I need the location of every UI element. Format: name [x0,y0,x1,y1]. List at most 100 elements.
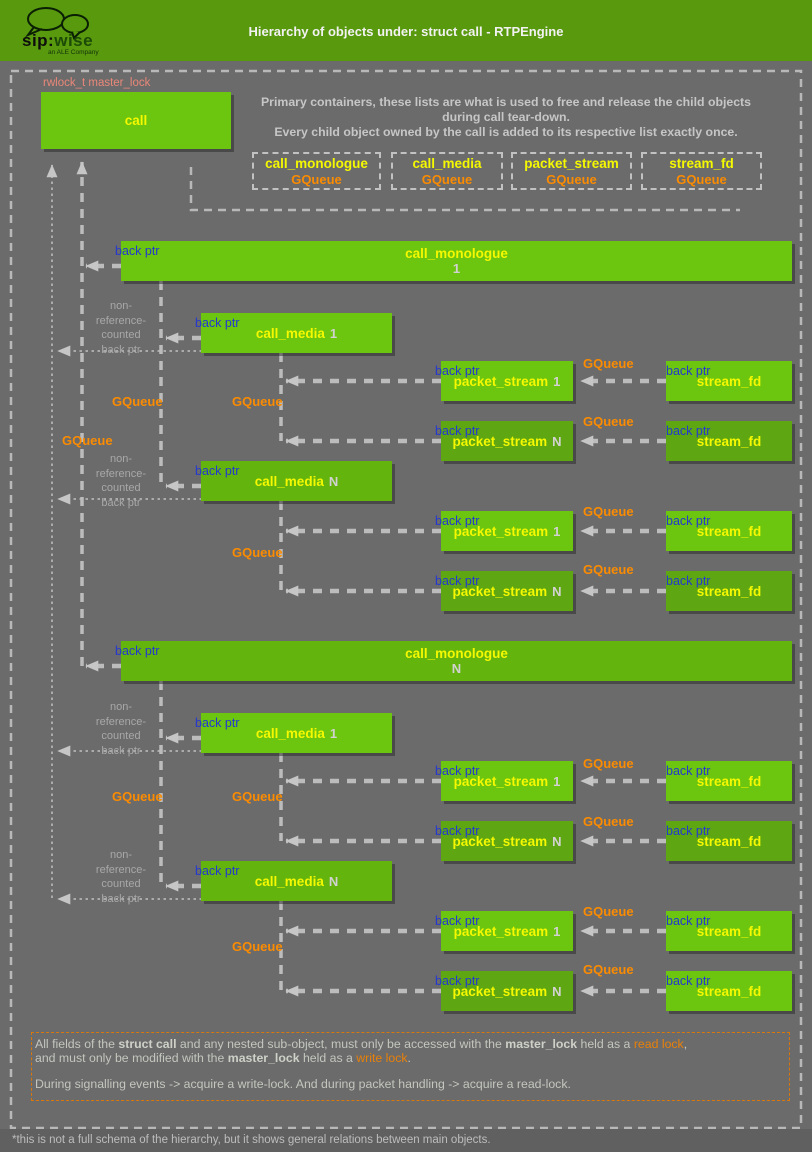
node-call-media-1: call_media 1 [201,713,392,753]
gqueue-label: GQueue [112,394,163,409]
back-ptr-label: back ptr [435,514,480,528]
list-packet-stream: packet_stream GQueue [511,152,632,190]
back-ptr-label: back ptr [435,364,480,378]
node-stream-fd: stream_fd [666,761,792,801]
back-ptr-label: back ptr [195,316,240,330]
node-title: call_media [255,725,325,741]
node-stream-fd: stream_fd [666,511,792,551]
non-ref-counted-label: non- reference- counted back ptr [95,849,147,905]
node-title: stream_fd [696,433,762,449]
gqueue-label: GQueue [62,433,113,448]
gqueue-label: GQueue [583,356,634,371]
node-number: 1 [329,725,338,741]
gqueue-label: GQueue [583,814,634,829]
node-stream-fd: stream_fd [666,971,792,1011]
gqueue-label: GQueue [232,789,283,804]
node-stream-fd: stream_fd [666,421,792,461]
back-ptr-label: back ptr [435,574,480,588]
legend-master-lock: master_lock [227,1050,300,1065]
back-ptr-label: back ptr [435,424,480,438]
gqueue-label: GQueue [583,562,634,577]
list-gqueue: GQueue [421,172,473,187]
back-ptr-label: back ptr [666,824,711,838]
node-title: call_media [254,473,324,489]
node-number: 1 [553,773,561,789]
back-ptr-label: back ptr [666,514,711,528]
locking-legend-box: All fields of the struct call and any ne… [31,1032,790,1101]
legend-line-2: and must only be modified with the maste… [35,1050,783,1066]
list-title: packet_stream [524,156,619,171]
footer-strip: *this is not a full schema of the hierar… [0,1129,812,1152]
node-call: call [41,92,231,149]
node-title: stream_fd [696,773,762,789]
legend-line-1: All fields of the struct call and any ne… [35,1037,783,1052]
node-title: stream_fd [696,583,762,599]
node-title: call_media [255,325,325,341]
node-packet-stream-1: packet_stream 1 [441,511,573,551]
back-ptr-label: back ptr [666,364,711,378]
back-ptr-label: back ptr [195,716,240,730]
legend-text: All fields of the [35,1037,119,1051]
node-packet-stream-1: packet_stream 1 [441,761,573,801]
node-call-media-n: call_media N [201,461,392,501]
back-ptr-label: back ptr [666,914,711,928]
back-ptr-label: back ptr [195,864,240,878]
back-ptr-label: back ptr [666,574,711,588]
legend-text: , [683,1037,688,1051]
legend-text: and must only be modified with the [35,1050,228,1065]
intro-text: Primary containers, these lists are what… [260,95,751,139]
list-gqueue: GQueue [291,172,342,187]
node-title: packet_stream [453,523,549,539]
node-packet-stream-n: packet_stream N [441,971,573,1011]
node-packet-stream-n: packet_stream N [441,571,573,611]
legend-text: . [407,1050,411,1065]
back-ptr-label: back ptr [115,644,160,658]
container-bracket-line [189,167,740,212]
node-packet-stream-1: packet_stream 1 [441,361,573,401]
node-number: 1 [329,325,338,341]
node-title: call_monologue [405,646,508,661]
back-ptr-label: back ptr [666,424,711,438]
gqueue-label: GQueue [583,504,634,519]
node-number: N [451,661,462,676]
back-ptr-label: back ptr [666,764,711,778]
back-ptr-label: back ptr [435,764,480,778]
legend-write-lock: write lock [356,1050,408,1065]
master-lock-label: rwlock_t master_lock [43,77,151,89]
node-stream-fd: stream_fd [666,821,792,861]
logo-wordmark: sip:wise [22,31,93,51]
node-title: packet_stream [453,773,549,789]
legend-read-lock: read lock [633,1037,684,1051]
list-call-media: call_media GQueue [391,152,503,190]
logo-wise: wise [54,31,94,50]
gqueue-label: GQueue [232,545,283,560]
gqueue-label: GQueue [232,939,283,954]
node-title: stream_fd [696,983,762,999]
node-title: call [124,113,148,128]
list-title: call_media [412,156,482,171]
back-ptr-label: back ptr [115,244,160,258]
header-bar: sip:wise an ALE Company Hierarchy of obj… [0,0,812,61]
legend-text: held as a [299,1050,357,1065]
legend-master-lock: master_lock [505,1037,578,1051]
node-number: 1 [553,923,561,939]
node-number: N [552,433,562,449]
gqueue-label: GQueue [112,789,163,804]
node-title: call_media [254,873,324,889]
back-ptr-label: back ptr [435,824,480,838]
node-call-media-1: call_media 1 [201,313,392,353]
node-title: packet_stream [452,983,548,999]
node-number: N [328,873,339,889]
sipwise-logo: sip:wise an ALE Company [12,5,122,57]
list-call-monologue: call_monologue GQueue [252,152,381,190]
node-stream-fd: stream_fd [666,911,792,951]
node-number: 1 [553,373,561,389]
node-title: call_monologue [405,246,508,261]
node-packet-stream-1: packet_stream 1 [441,911,573,951]
node-title: packet_stream [452,583,548,599]
back-ptr-label: back ptr [435,914,480,928]
node-packet-stream-n: packet_stream N [441,421,573,461]
gqueue-label: GQueue [583,756,634,771]
list-title: stream_fd [669,156,734,171]
